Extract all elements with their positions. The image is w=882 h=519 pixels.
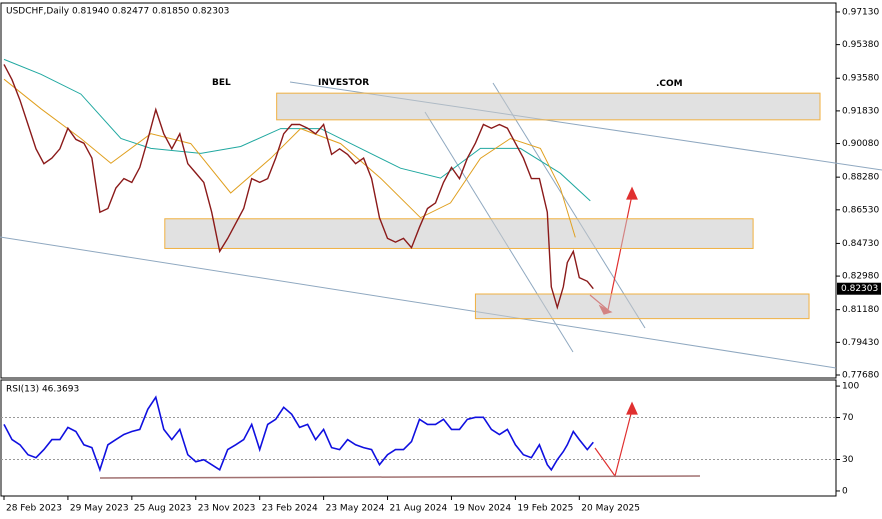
rsi-tick-label: 100	[842, 382, 859, 392]
y-tick-label: 0.88280	[842, 173, 879, 183]
y-tick-label: 0.86530	[842, 205, 879, 215]
y-tick-label: 0.82980	[842, 272, 879, 282]
watermark: BEL INVESTOR .COM	[212, 78, 683, 89]
y-tick-label: 0.90080	[842, 139, 879, 149]
rsi-tick-label: 0	[842, 486, 848, 496]
rsi-label: RSI(13) 46.3693	[6, 385, 79, 395]
x-tick-label: 19 Feb 2025	[517, 504, 573, 514]
x-tick-label: 20 May 2025	[581, 504, 640, 514]
zone	[164, 218, 754, 249]
y-tick-label: 0.77680	[842, 371, 879, 381]
rsi-support-line	[99, 475, 701, 479]
x-tick-label: 21 Aug 2024	[390, 504, 448, 514]
watermark-investor: INVESTOR	[318, 78, 369, 88]
moving-average	[3, 78, 576, 238]
last-price-box	[837, 282, 881, 295]
watermark-com: .COM	[656, 79, 683, 89]
rsi-panel	[0, 379, 837, 497]
x-tick-label: 23 Nov 2023	[198, 504, 256, 514]
chart-title: USDCHF,Daily 0.81940 0.82477 0.81850 0.8…	[6, 7, 229, 17]
y-tick-label: 0.79430	[842, 338, 879, 348]
rsi-line	[3, 395, 594, 473]
x-tick-label: 23 Feb 2024	[262, 504, 318, 514]
watermark-bel: BEL	[212, 78, 231, 88]
zone	[276, 92, 821, 121]
main-panel	[0, 2, 837, 379]
x-tick-label: 28 Feb 2023	[6, 504, 62, 514]
y-tick-label: 0.97130	[842, 7, 879, 17]
price-line	[3, 64, 594, 310]
y-tick-label: 0.95380	[842, 40, 879, 50]
y-tick-label: 0.84730	[842, 239, 879, 249]
y-tick-label: 0.93580	[842, 74, 879, 84]
x-tick-label: 19 Nov 2024	[453, 504, 511, 514]
rsi-tick-label: 70	[842, 413, 854, 423]
x-tick-label: 25 Aug 2023	[134, 504, 192, 514]
y-tick-label: 0.81180	[842, 305, 879, 315]
last-price-label: 0.82303	[841, 284, 878, 294]
trend-line	[492, 82, 646, 329]
channel-lower	[0, 236, 837, 369]
x-tick-label: 29 May 2023	[70, 504, 129, 514]
zone	[474, 293, 810, 320]
y-tick-label: 0.91830	[842, 106, 879, 116]
x-tick-label: 23 May 2024	[326, 504, 385, 514]
arrow-head	[626, 401, 638, 415]
arrow-head	[626, 186, 638, 200]
rsi-tick-label: 30	[842, 455, 854, 465]
